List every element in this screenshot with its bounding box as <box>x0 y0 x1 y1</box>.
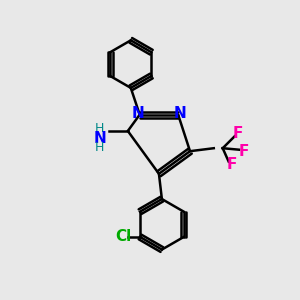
Text: F: F <box>232 126 243 141</box>
Text: Cl: Cl <box>116 230 132 244</box>
Text: N: N <box>173 106 186 121</box>
Text: F: F <box>238 144 249 159</box>
Text: N: N <box>132 106 145 121</box>
Text: F: F <box>226 157 237 172</box>
Text: H: H <box>95 122 104 134</box>
Text: H: H <box>95 141 104 154</box>
Text: N: N <box>93 131 106 146</box>
